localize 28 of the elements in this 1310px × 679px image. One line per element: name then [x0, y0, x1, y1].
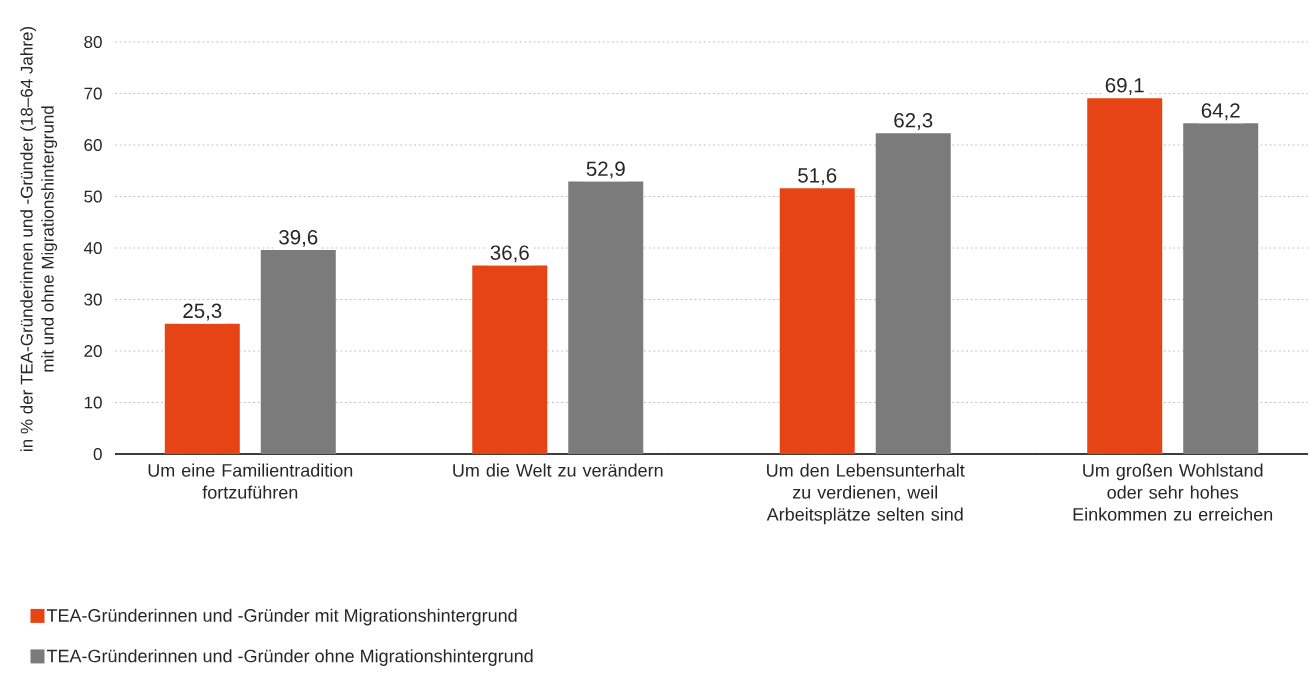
y-axis-title: in % der TEA-Gründerinnen und -Gründer (18–64 Jahre) mit und ohne Migrationshintergrund	[20, 26, 58, 451]
y-tick-label: 10	[84, 396, 102, 409]
data-label: 64,2	[1201, 103, 1240, 121]
y-tick-label: 30	[84, 293, 102, 306]
data-label: 51,6	[798, 168, 837, 186]
y-tick-label: 70	[84, 87, 102, 100]
bar	[568, 181, 644, 454]
bar	[164, 323, 240, 454]
data-label: 36,6	[490, 245, 529, 263]
data-label: 39,6	[279, 229, 318, 247]
y-tick-label: 80	[84, 35, 102, 49]
y-tick-label: 20	[84, 344, 102, 358]
x-tick-label: Um die Welt zu verändern	[453, 463, 663, 477]
data-label: 25,3	[183, 303, 222, 321]
x-tick-label: Um großen Wohlstand oder sehr hohes Einkommen zu erreichen	[1073, 463, 1273, 521]
y-tick-label: 60	[84, 138, 102, 152]
data-label: 62,3	[894, 113, 933, 130]
x-tick-label: Um den Lebensunterhalt zu verdienen, weil Arbeitsplätze selten sind	[766, 463, 965, 525]
x-tick-label: Um eine Familientradition fortzuführen	[148, 463, 353, 499]
bar	[1087, 98, 1163, 454]
y-tick-label: 50	[84, 190, 102, 203]
data-label: 69,1	[1105, 78, 1144, 95]
data-label: 52,9	[586, 161, 625, 179]
y-tick-label: 0	[93, 447, 102, 461]
legend-label: TEA-Gründerinnen und -Gründer mit Migrationshintergrund	[46, 608, 517, 626]
legend-label: TEA-Gründerinnen und -Gründer ohne Migrationshintergrund	[46, 649, 533, 666]
y-tick-label: 40	[83, 241, 102, 255]
bar	[1183, 123, 1259, 454]
